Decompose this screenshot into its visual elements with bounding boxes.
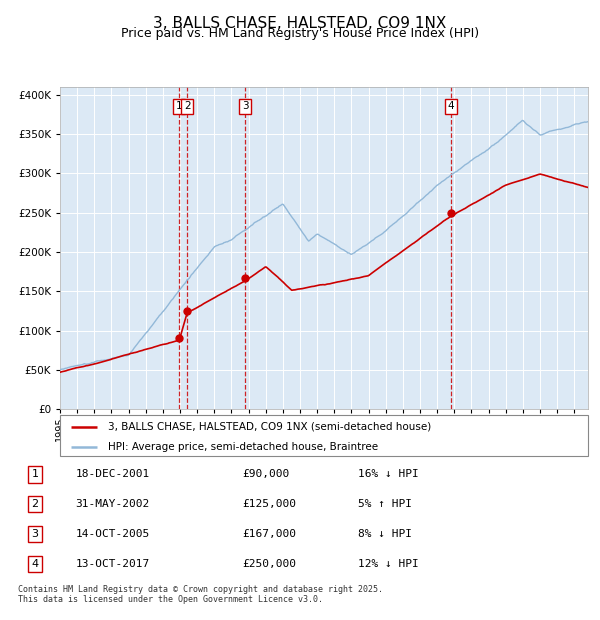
- Text: Price paid vs. HM Land Registry's House Price Index (HPI): Price paid vs. HM Land Registry's House …: [121, 27, 479, 40]
- Text: 16% ↓ HPI: 16% ↓ HPI: [358, 469, 418, 479]
- Text: 12% ↓ HPI: 12% ↓ HPI: [358, 559, 418, 569]
- Text: 1: 1: [32, 469, 38, 479]
- Text: 13-OCT-2017: 13-OCT-2017: [76, 559, 149, 569]
- FancyBboxPatch shape: [60, 415, 588, 456]
- Text: 3, BALLS CHASE, HALSTEAD, CO9 1NX: 3, BALLS CHASE, HALSTEAD, CO9 1NX: [154, 16, 446, 30]
- Text: 3: 3: [242, 102, 248, 112]
- Text: £90,000: £90,000: [242, 469, 290, 479]
- Text: 18-DEC-2001: 18-DEC-2001: [76, 469, 149, 479]
- Text: £250,000: £250,000: [242, 559, 296, 569]
- Text: 2: 2: [31, 499, 38, 510]
- Text: Contains HM Land Registry data © Crown copyright and database right 2025.
This d: Contains HM Land Registry data © Crown c…: [18, 585, 383, 604]
- Text: 31-MAY-2002: 31-MAY-2002: [76, 499, 149, 510]
- Text: 4: 4: [31, 559, 38, 569]
- Text: £125,000: £125,000: [242, 499, 296, 510]
- Text: 14-OCT-2005: 14-OCT-2005: [76, 529, 149, 539]
- Text: 2: 2: [184, 102, 191, 112]
- Text: £167,000: £167,000: [242, 529, 296, 539]
- Text: 3, BALLS CHASE, HALSTEAD, CO9 1NX (semi-detached house): 3, BALLS CHASE, HALSTEAD, CO9 1NX (semi-…: [107, 422, 431, 432]
- Text: 5% ↑ HPI: 5% ↑ HPI: [358, 499, 412, 510]
- Text: 1: 1: [176, 102, 182, 112]
- Text: 8% ↓ HPI: 8% ↓ HPI: [358, 529, 412, 539]
- Text: 4: 4: [448, 102, 454, 112]
- Text: HPI: Average price, semi-detached house, Braintree: HPI: Average price, semi-detached house,…: [107, 442, 377, 452]
- Text: 3: 3: [32, 529, 38, 539]
